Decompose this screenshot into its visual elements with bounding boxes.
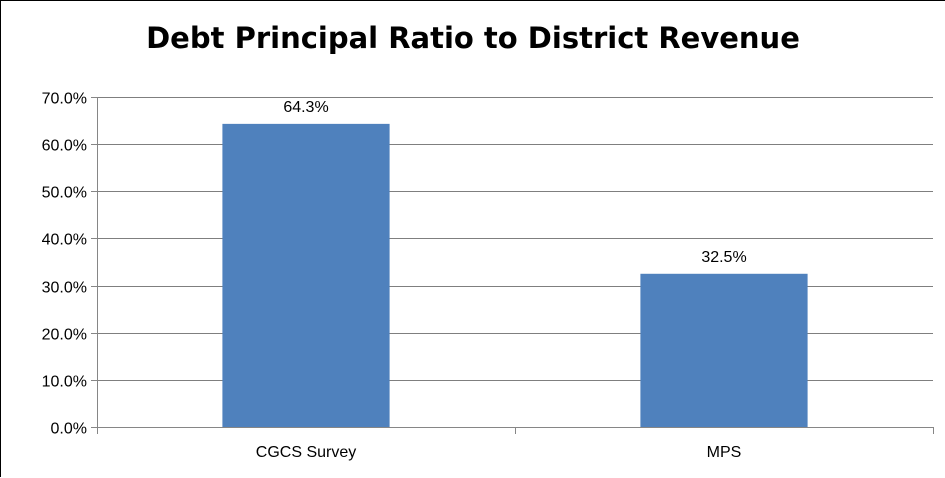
y-tick-label: 50.0% xyxy=(42,185,87,202)
data-label: 64.3% xyxy=(283,99,328,116)
chart-title: Debt Principal Ratio to District Revenue xyxy=(146,21,800,55)
y-tick-label: 20.0% xyxy=(42,327,87,344)
y-tick-label: 40.0% xyxy=(42,232,87,249)
bar xyxy=(222,123,390,427)
x-tick-label: MPS xyxy=(707,444,742,461)
y-tick-label: 60.0% xyxy=(42,138,87,155)
y-tick-label: 0.0% xyxy=(51,421,87,438)
data-label: 32.5% xyxy=(701,249,746,266)
y-tick-label: 30.0% xyxy=(42,280,87,297)
y-tick-label: 10.0% xyxy=(42,374,87,391)
bar xyxy=(640,273,808,427)
y-tick-label: 70.0% xyxy=(42,91,87,108)
x-tick-label: CGCS Survey xyxy=(256,444,356,461)
